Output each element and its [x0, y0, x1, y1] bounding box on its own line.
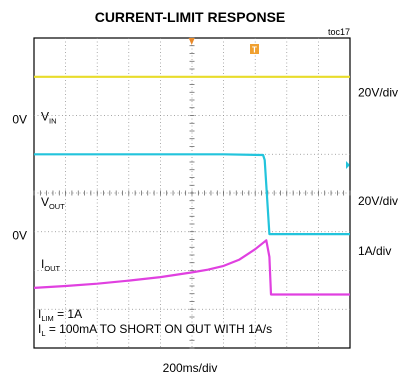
ground-label: 0V [12, 112, 27, 126]
trace-iout [33, 239, 350, 296]
trigger-flag-label: T [252, 46, 257, 55]
ground-label: 0V [12, 229, 27, 243]
trace-vout [34, 153, 350, 236]
trigger-marker [188, 38, 195, 45]
time-scale-label: 200ms/div [163, 361, 218, 375]
scale-label-iout: 1A/div [358, 244, 391, 258]
trigger-flag [250, 44, 259, 54]
cursor-marker [346, 161, 350, 169]
channel-label-vout: VOUT [41, 195, 65, 211]
scale-label-vin: 20V/div [358, 85, 398, 99]
note-1: ILIM = 1A [38, 307, 82, 323]
chart-title: CURRENT-LIMIT RESPONSE [95, 9, 286, 25]
note-2: IL = 100mA TO SHORT ON OUT WITH 1A/s [38, 322, 272, 338]
scale-label-vout: 20V/div [358, 194, 398, 208]
channel-label-iout: IOUT [41, 257, 61, 273]
channel-label-vin: VIN [41, 110, 56, 126]
figure-id: toc17 [328, 27, 350, 37]
traces [33, 75, 350, 296]
